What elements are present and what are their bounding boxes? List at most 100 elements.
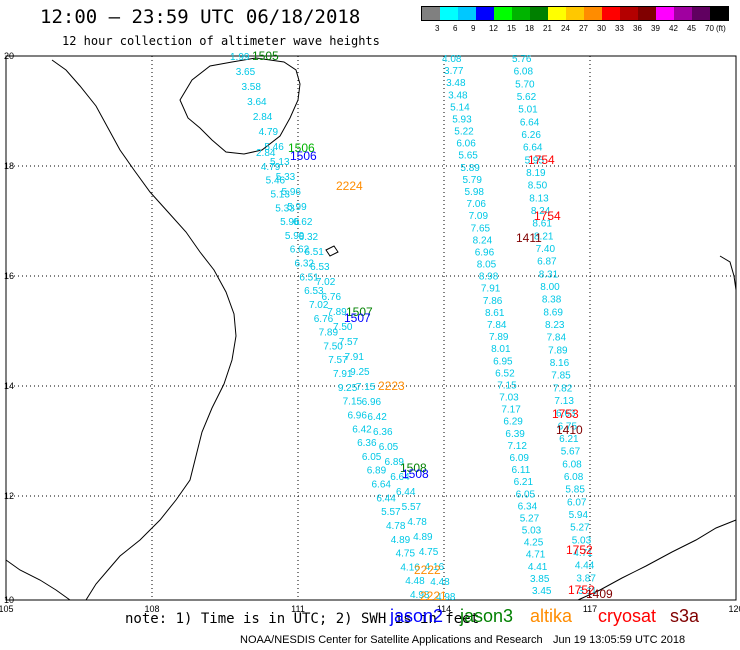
legend-swatch — [566, 7, 584, 20]
wave-height-value: 6.52 — [495, 368, 515, 379]
wave-height-legend: 3 6 9 12 15 18 21 24 27 30 33 36 39 42 45 70 — [421, 6, 729, 33]
credit-line: NOAA/NESDIS Center for Satellite Applica… — [240, 634, 543, 646]
wave-height-value: 2.84 — [256, 148, 276, 159]
wave-height-value: 5.95 — [525, 155, 545, 166]
pass-time-label: 1409 — [586, 587, 613, 601]
wave-height-value: 5.27 — [570, 523, 590, 534]
legend-swatch — [548, 7, 566, 20]
wave-height-value: 7.89 — [489, 332, 509, 343]
pass-time-label: 1753 — [552, 407, 579, 421]
wave-height-value: 5.99 — [285, 231, 305, 242]
wave-height-value: 4.79 — [259, 127, 279, 138]
wave-height-value: 6.08 — [564, 472, 584, 483]
legend-label: 24 — [561, 24, 570, 33]
wave-height-value: 5.03 — [522, 526, 542, 537]
wave-height-value: 7.91 — [481, 284, 501, 295]
wave-height-value: 5.96 — [280, 217, 300, 228]
wave-height-value: 6.76 — [322, 292, 342, 303]
wave-height-value: 4.75 — [419, 547, 439, 558]
gulf-shore — [5, 559, 71, 601]
wave-height-value: 6.08 — [562, 459, 582, 470]
wave-height-value: 6.05 — [379, 442, 399, 453]
pass-time-label: 1508 — [402, 467, 429, 481]
pass-time-label: 1754 — [534, 209, 561, 223]
wave-height-value: 6.44 — [396, 487, 416, 498]
wave-height-value: 6.08 — [514, 67, 534, 78]
wave-height-value: 6.06 — [456, 139, 476, 150]
wave-height-value: 4.98 — [410, 590, 430, 601]
satellite-legend-altika: altika — [530, 606, 573, 626]
wave-height-value: 4.41 — [528, 562, 548, 573]
wave-height-value: 8.00 — [540, 282, 560, 293]
wave-height-value: 7.15 — [497, 380, 517, 391]
wave-height-value: 7.13 — [554, 396, 574, 407]
wave-height-value: 6.29 — [503, 417, 523, 428]
wave-height-value: 6.44 — [376, 493, 396, 504]
map-frame — [5, 55, 737, 601]
wave-height-value: 7.40 — [536, 244, 556, 255]
legend-swatch — [494, 7, 512, 20]
wave-height-value: 4.48 — [430, 577, 450, 588]
legend-label: 9 — [471, 24, 476, 33]
legend-swatch — [458, 7, 476, 20]
wave-height-value: 7.02 — [316, 277, 336, 288]
wave-height-value: 6.05 — [362, 452, 382, 463]
wave-height-value: 5.79 — [462, 175, 482, 186]
legend-label: 27 — [579, 24, 588, 33]
legend-label: 36 — [633, 24, 642, 33]
wave-height-value: 7.57 — [328, 355, 348, 366]
wave-height-value: 7.89 — [548, 345, 568, 356]
wave-height-value: 6.05 — [516, 489, 536, 500]
wave-height-value: 6.51 — [299, 272, 319, 283]
wave-height-value: 4.71 — [573, 548, 593, 559]
wave-height-value: 7.15 — [356, 382, 376, 393]
wave-height-value: 5.96 — [282, 187, 302, 198]
wave-height-value: 6.42 — [367, 412, 387, 423]
lat-tick-label: 14 — [4, 381, 14, 391]
wave-height-value: 5.13 — [270, 189, 290, 200]
wave-height-value: 5.70 — [515, 79, 535, 90]
wave-height-value: 6.39 — [505, 429, 525, 440]
wave-height-value: 6.32 — [299, 232, 319, 243]
pass-time-label: 1506 — [288, 141, 315, 155]
legend-color-bar — [421, 6, 729, 21]
wave-height-value: 7.57 — [339, 337, 359, 348]
wave-height-value: 8.13 — [529, 193, 549, 204]
pass-time-label: 2224 — [336, 179, 363, 193]
wave-height-value: 9.25 — [350, 367, 370, 378]
wave-height-value: 6.36 — [357, 438, 377, 449]
wave-height-value: 5.14 — [450, 102, 470, 113]
wave-height-value: 3.65 — [236, 67, 256, 78]
wave-height-value: 5.03 — [572, 535, 592, 546]
wave-height-value: 5.46 — [264, 142, 284, 153]
generated-timestamp: Jun 19 13:05:59 UTC 2018 — [553, 634, 686, 646]
wave-height-value: 6.62 — [293, 217, 313, 228]
wave-height-value: 6.89 — [367, 466, 387, 477]
pass-time-label: 1752 — [566, 543, 593, 557]
wave-height-value: 6.36 — [373, 427, 393, 438]
wave-height-value: 8.19 — [526, 168, 546, 179]
wave-height-value: 4.25 — [524, 538, 544, 549]
wave-height-value: 6.26 — [521, 130, 541, 141]
vietnam-coast — [51, 59, 237, 601]
wave-height-value: 5.62 — [517, 92, 537, 103]
wave-height-value: 6.11 — [512, 465, 531, 476]
wave-height-value: 6.95 — [493, 356, 513, 367]
legend-swatch — [674, 7, 692, 20]
wave-height-value: 3.11 — [578, 586, 597, 597]
wave-height-value: 3.45 — [532, 586, 552, 597]
pass-time-label: 1411 — [516, 231, 542, 245]
legend-swatch — [710, 7, 728, 20]
wave-height-value: 5.27 — [520, 513, 540, 524]
pass-time-label: 1506 — [290, 149, 317, 163]
wave-height-value: 5.99 — [287, 202, 307, 213]
wave-height-value: 8.24 — [531, 206, 551, 217]
wave-height-value: 5.33 — [275, 203, 295, 214]
legend-label: 39 — [651, 24, 660, 33]
wave-height-value: 5.89 — [460, 163, 480, 174]
wave-height-value: 4.89 — [391, 535, 411, 546]
pass-time-label: 1508 — [400, 461, 427, 475]
wave-height-value: 6.76 — [314, 314, 334, 325]
